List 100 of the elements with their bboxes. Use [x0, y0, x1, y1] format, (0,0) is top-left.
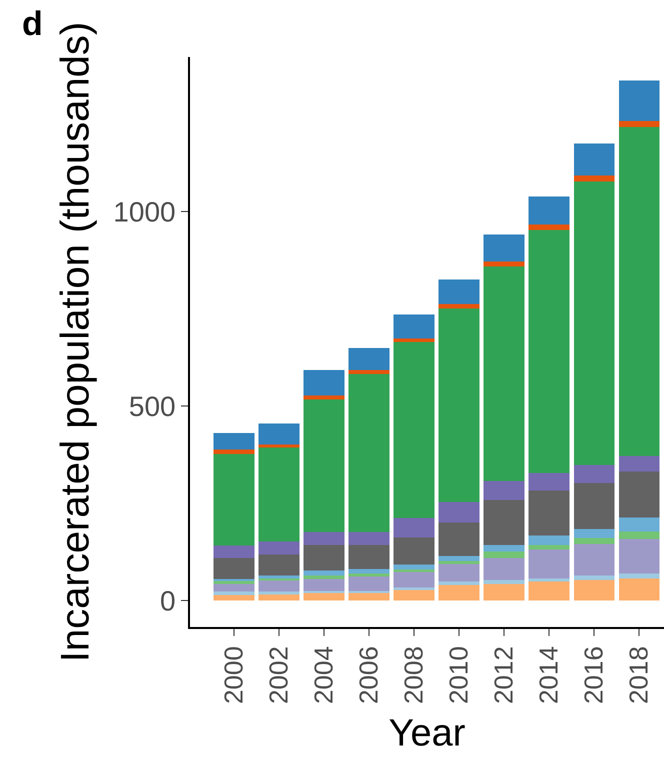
bar [258, 424, 300, 445]
bar [214, 545, 255, 558]
bar [438, 564, 480, 582]
bar [618, 120, 660, 128]
bar [258, 594, 300, 601]
bar [618, 531, 660, 540]
bar [214, 432, 255, 450]
bar [438, 502, 480, 522]
bar [574, 483, 615, 529]
bar [484, 558, 525, 580]
bar [574, 465, 615, 484]
bar [214, 454, 255, 546]
bar [214, 558, 255, 579]
bar [574, 538, 615, 544]
bar [528, 490, 570, 536]
x-tick-label: 2000 [218, 646, 249, 704]
bar [438, 581, 480, 585]
bar [528, 550, 570, 578]
bar [484, 552, 525, 558]
bar [438, 308, 480, 502]
y-tick-label: 0 [160, 585, 176, 616]
x-tick-label: 2002 [264, 646, 294, 704]
bar [258, 580, 300, 592]
y-tick-label: 500 [128, 390, 176, 422]
bar [618, 539, 660, 574]
bar [394, 564, 435, 570]
bar [574, 143, 615, 176]
bar [394, 538, 435, 564]
x-axis-title: Year [388, 712, 466, 755]
x-tick-label: 2004 [308, 646, 339, 704]
bar [618, 80, 660, 121]
bar [258, 576, 300, 578]
bar [258, 447, 300, 542]
bar [574, 175, 615, 182]
bar [438, 522, 480, 556]
bar [214, 595, 255, 601]
bar [258, 554, 300, 576]
bar [438, 584, 480, 601]
bar [574, 576, 615, 580]
bar [528, 544, 570, 550]
bar [484, 234, 525, 262]
bar [574, 580, 615, 601]
bar [214, 581, 255, 584]
bar [484, 500, 525, 545]
x-tick-label: 2006 [354, 646, 384, 704]
x-tick-label: 2018 [624, 646, 654, 704]
bar [394, 518, 435, 538]
x-tick-label: 2016 [578, 646, 609, 704]
bar [528, 581, 570, 601]
bar [528, 224, 570, 230]
bar [394, 569, 435, 572]
bar [484, 481, 525, 500]
bar [394, 342, 435, 518]
bar [438, 304, 480, 308]
bar [348, 370, 390, 374]
bar [214, 592, 255, 596]
bar [394, 590, 435, 601]
bar [304, 399, 345, 532]
bar [528, 196, 570, 224]
bar [484, 584, 525, 601]
x-tick-label: 2008 [398, 646, 429, 704]
bar [214, 584, 255, 592]
bar [618, 127, 660, 456]
bar [348, 532, 390, 545]
chart-title: d [22, 5, 43, 44]
bar [528, 230, 570, 473]
bar [348, 573, 390, 576]
bar [528, 472, 570, 490]
x-tick-label: 2014 [534, 646, 564, 704]
bar [528, 578, 570, 582]
bar [348, 576, 390, 591]
bar [484, 266, 525, 482]
bar [258, 444, 300, 448]
bar [348, 593, 390, 601]
bar [394, 338, 435, 342]
bar [258, 541, 300, 555]
bar [438, 560, 480, 564]
bar [618, 574, 660, 578]
bar [574, 182, 615, 466]
bar [618, 471, 660, 518]
bar [574, 528, 615, 538]
bar [484, 544, 525, 552]
bar [258, 592, 300, 594]
bar [438, 280, 480, 304]
bar [394, 572, 435, 588]
bar [304, 370, 345, 396]
bar [438, 556, 480, 561]
bar [484, 580, 525, 584]
y-tick-label: 1000 [113, 196, 176, 228]
bar [484, 262, 525, 266]
bar [304, 593, 345, 601]
bar [348, 374, 390, 532]
bar [304, 570, 345, 576]
bar [348, 348, 390, 370]
bar [348, 544, 390, 570]
bar [618, 456, 660, 472]
bar [394, 588, 435, 590]
x-tick-label: 2012 [488, 646, 519, 704]
bar [618, 578, 660, 601]
bar [394, 314, 435, 338]
